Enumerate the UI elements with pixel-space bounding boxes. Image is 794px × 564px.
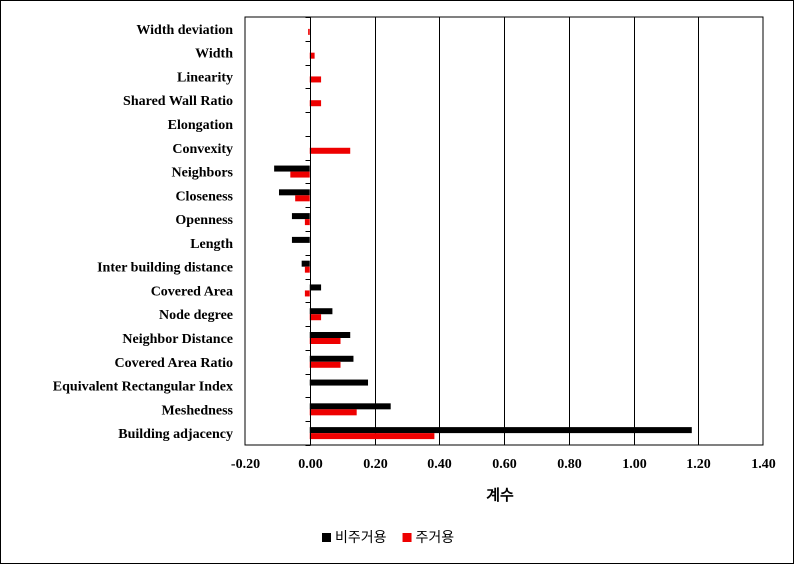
x-tick-label: 1.40	[751, 457, 776, 472]
bar-residential	[309, 100, 322, 107]
category-label: Shared Wall Ratio	[123, 94, 233, 109]
bar-nonresidential	[301, 260, 310, 267]
legend-swatch	[322, 533, 331, 542]
category-label: Node degree	[159, 308, 233, 323]
category-label: Inter building distance	[97, 261, 233, 276]
bar-residential	[309, 433, 435, 440]
category-label: Covered Area	[151, 284, 233, 299]
plot-area-border	[244, 16, 764, 446]
category-label: Neighbors	[172, 166, 234, 181]
bar-nonresidential	[309, 427, 692, 434]
category-label: Convexity	[172, 142, 233, 157]
category-label: Neighbor Distance	[122, 332, 233, 347]
bar-nonresidential	[309, 332, 351, 338]
category-label: Openness	[175, 213, 233, 228]
x-tick-labels: -0.20 0.00 0.20 0.40 0.60 0.80 1.00 1.20 1.40	[231, 457, 776, 472]
category-label: Building adjacency	[118, 427, 233, 442]
x-tick-label: 0.20	[363, 457, 388, 472]
category-label: Linearity	[177, 70, 233, 85]
bar-nonresidential	[309, 355, 354, 362]
legend-swatch	[402, 533, 412, 542]
category-label: Width	[195, 47, 233, 62]
legend: 비주거용 주거용	[322, 530, 454, 546]
x-axis-title: 계수	[486, 486, 514, 504]
bar-nonresidential	[309, 308, 333, 315]
bar-residential	[304, 266, 310, 273]
x-tick-label: -0.20	[231, 457, 260, 472]
bar-residential	[309, 338, 341, 344]
bar-nonresidential	[291, 213, 310, 220]
bar-nonresidential	[278, 189, 310, 196]
bar-residential	[309, 147, 351, 154]
x-tick-label: 1.20	[686, 457, 711, 472]
bar-nonresidential	[309, 284, 322, 291]
bar-residential	[309, 52, 315, 59]
bar-residential	[304, 219, 310, 226]
bar-nonresidential	[309, 379, 369, 386]
grid-lines	[310, 17, 699, 445]
x-tick-label: 0.60	[492, 457, 517, 472]
category-label: Closeness	[175, 189, 233, 204]
bars	[274, 28, 692, 440]
legend-label: 비주거용	[335, 530, 387, 546]
axes	[244, 16, 764, 446]
category-label: Meshedness	[161, 403, 233, 418]
bar-residential	[295, 195, 310, 202]
legend-label: 주거용	[416, 530, 455, 546]
category-labels: Width deviation Width Linearity Shared Wall…	[53, 23, 234, 442]
bar-residential	[309, 314, 322, 321]
category-label: Equivalent Rectangular Index	[53, 380, 233, 395]
category-label: Elongation	[168, 118, 234, 133]
bar-nonresidential	[309, 403, 391, 410]
bar-residential	[290, 171, 310, 178]
bar-residential	[309, 361, 341, 368]
x-tick-label: 0.40	[427, 457, 452, 472]
bar-residential	[309, 76, 322, 83]
bar-nonresidential	[274, 165, 310, 172]
category-label: Width deviation	[136, 23, 233, 38]
bar-residential	[304, 290, 310, 297]
x-tick-label: 1.00	[622, 457, 647, 472]
bar-residential	[308, 28, 310, 35]
x-tick-label: 0.00	[298, 457, 323, 472]
bar-nonresidential	[291, 236, 310, 243]
category-label: Covered Area Ratio	[115, 356, 233, 371]
category-label: Length	[190, 237, 233, 252]
bar-residential	[309, 409, 357, 416]
x-tick-label: 0.80	[557, 457, 582, 472]
